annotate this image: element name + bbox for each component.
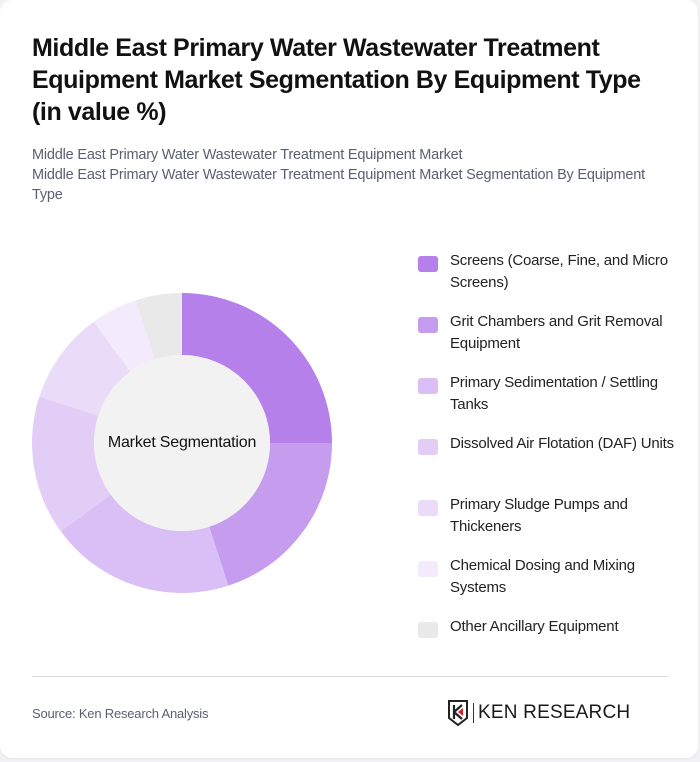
legend-label: Primary Sedimentation / Settling Tanks bbox=[450, 374, 658, 413]
legend-label: Primary Sludge Pumps and Thickeners bbox=[450, 496, 628, 535]
legend-label: Grit Chambers and Grit Removal Equipment bbox=[450, 313, 663, 352]
page-title: Middle East Primary Water Wastewater Tre… bbox=[32, 34, 641, 126]
donut-slice[interactable] bbox=[182, 293, 332, 443]
legend-item[interactable]: Chemical Dosing and Mixing Systems bbox=[418, 555, 678, 616]
donut-hole bbox=[94, 355, 270, 531]
legend-item[interactable]: Primary Sludge Pumps and Thickeners bbox=[418, 494, 678, 555]
legend-label: Screens (Coarse, Fine, and Micro Screens… bbox=[450, 252, 668, 291]
subtitle: Middle East Primary Water Wastewater Tre… bbox=[32, 145, 672, 205]
donut-slice[interactable] bbox=[209, 443, 332, 586]
legend-item[interactable]: Other Ancillary Equipment bbox=[418, 616, 678, 677]
legend-label: Chemical Dosing and Mixing Systems bbox=[450, 557, 635, 596]
legend-swatch-icon bbox=[418, 561, 438, 577]
legend-swatch-icon bbox=[418, 317, 438, 333]
donut-slice[interactable] bbox=[32, 396, 111, 532]
legend-label: Other Ancillary Equipment bbox=[450, 618, 619, 635]
chart-legend: Screens (Coarse, Fine, and Micro Screens… bbox=[418, 250, 678, 677]
legend-item[interactable]: Screens (Coarse, Fine, and Micro Screens… bbox=[418, 250, 678, 311]
legend-swatch-icon bbox=[418, 439, 438, 455]
legend-swatch-icon bbox=[418, 500, 438, 516]
footer-divider bbox=[32, 676, 668, 677]
legend-swatch-icon bbox=[418, 622, 438, 638]
source-text: Source: Ken Research Analysis bbox=[32, 706, 209, 721]
donut-slice[interactable] bbox=[60, 494, 229, 593]
ken-research-logo[interactable]: KEN RESEARCH bbox=[447, 699, 630, 727]
legend-item[interactable]: Grit Chambers and Grit Removal Equipment bbox=[418, 311, 678, 372]
donut-slice[interactable] bbox=[93, 300, 155, 372]
logo-separator bbox=[473, 703, 474, 723]
donut-slice[interactable] bbox=[135, 293, 182, 360]
legend-item[interactable]: Primary Sedimentation / Settling Tanks bbox=[418, 372, 678, 433]
logo-text: KEN RESEARCH bbox=[478, 702, 631, 723]
legend-label: Dissolved Air Flotation (DAF) Units bbox=[450, 435, 674, 452]
donut-chart-svg bbox=[32, 293, 332, 593]
subtitle-line-1: Middle East Primary Water Wastewater Tre… bbox=[32, 147, 463, 163]
legend-swatch-icon bbox=[418, 256, 438, 272]
legend-item[interactable]: Dissolved Air Flotation (DAF) Units bbox=[418, 433, 678, 494]
subtitle-line-2: Middle East Primary Water Wastewater Tre… bbox=[32, 167, 645, 203]
donut-slice[interactable] bbox=[39, 321, 131, 416]
legend-swatch-icon bbox=[418, 378, 438, 394]
ken-research-shield-icon bbox=[448, 700, 468, 726]
donut-chart: Market Segmentation bbox=[32, 293, 332, 593]
